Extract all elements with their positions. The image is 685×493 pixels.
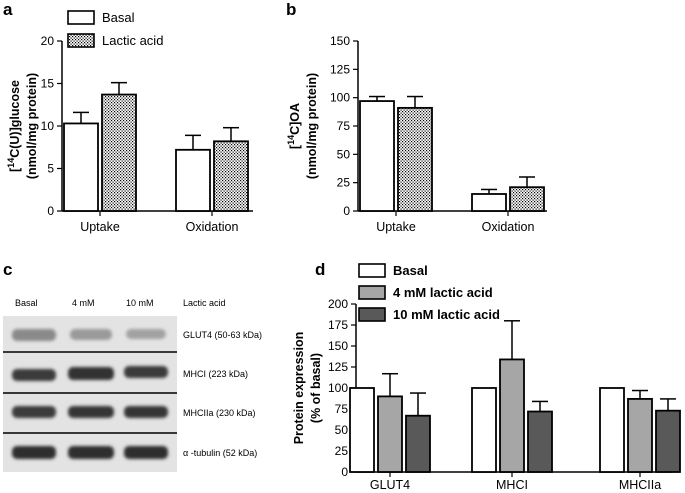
bar-b-1-0 <box>471 193 507 212</box>
x-tick-label: Uptake <box>376 220 416 234</box>
blot-col-basal: Basal <box>15 298 38 308</box>
band-tubulin-10mm <box>124 446 168 459</box>
legend-label: Basal <box>393 263 428 278</box>
chart-d: 0 25 50 75 100 125 150 175 200 GLUT4 MHCI MHCIIa Pro… <box>292 263 681 492</box>
blot-header-lactic-acid: Lactic acid <box>183 298 226 308</box>
y-axis-title-line2: (nmol/mg protein) <box>305 73 319 179</box>
western-blot-panel: Basal 4 mM 10 mM Lactic acid GLUT4 (50-6… <box>3 298 262 472</box>
legend-label: Lactic acid <box>102 33 163 48</box>
y-tick-label: 0 <box>343 204 350 218</box>
band-mhciia-4mm <box>68 406 114 418</box>
bar-d-1-1 <box>499 358 525 473</box>
legend-label: 10 mM lactic acid <box>393 307 500 322</box>
panel-letter-c: c <box>3 260 12 279</box>
x-tick-label: Oxidation <box>482 220 535 234</box>
bar-d-0-1 <box>377 395 403 473</box>
y-tick-label: 75 <box>337 119 351 133</box>
bar-a-1-0 <box>175 148 211 212</box>
chart-a: 0 5 10 15 20 Uptake Oxidation [14C(U)]glucose (n… <box>6 10 253 234</box>
legend-label: Basal <box>102 10 135 25</box>
blot-col-10mm: 10 mM <box>126 298 154 308</box>
blot-row-tubulin: α -tubulin (52 kDa) <box>183 448 257 458</box>
y-tick-label: 125 <box>330 62 350 76</box>
band-tubulin-4mm <box>68 446 114 459</box>
band-glut4-basal <box>12 329 56 341</box>
y-axis-title-line1: Protein expression <box>292 332 306 445</box>
panel-letter-d: d <box>315 260 325 279</box>
bar-d-2-1 <box>627 398 653 473</box>
y-tick-label: 20 <box>41 34 55 48</box>
y-axis-title-line2: (% of basal) <box>309 353 323 423</box>
chart-b: 0 25 50 75 100 125 150 Uptake Oxidation [14C]OA (n… <box>286 34 547 234</box>
y-tick-label: 50 <box>335 423 349 437</box>
bar-b-0-0 <box>359 100 395 212</box>
blot-col-4mm: 4 mM <box>72 298 95 308</box>
x-tick-label: GLUT4 <box>370 478 410 492</box>
band-glut4-10mm <box>126 329 166 339</box>
y-tick-label: 25 <box>335 444 349 458</box>
legend-swatch <box>67 33 95 48</box>
y-tick-label: 50 <box>337 147 351 161</box>
bar-d-0-2 <box>405 414 431 473</box>
y-tick-label: 25 <box>337 176 351 190</box>
bar-b-1-1 <box>509 186 545 212</box>
blot-row-mhciia: MHCIIa (230 kDa) <box>183 408 256 418</box>
y-tick-label: 0 <box>47 204 54 218</box>
band-mhci-basal <box>12 369 56 381</box>
y-tick-label: 0 <box>341 465 348 479</box>
bar-d-1-2 <box>527 410 553 473</box>
y-tick-label: 175 <box>328 318 348 332</box>
blot-row-mhci: MHCI (223 kDa) <box>183 369 248 379</box>
y-tick-label: 200 <box>328 297 348 311</box>
x-tick-label: MHCIIa <box>619 478 661 492</box>
band-tubulin-basal <box>12 446 56 459</box>
bar-d-2-0 <box>599 387 625 473</box>
bar-b-0-1 <box>397 106 433 212</box>
bar-a-0-0 <box>63 122 99 212</box>
y-axis-title-line1: [14C(U)]glucose <box>6 80 22 172</box>
bar-d-2-2 <box>655 409 681 473</box>
legend-swatch <box>358 285 386 300</box>
legend-swatch <box>358 307 386 322</box>
legend-swatch <box>67 10 95 25</box>
panel-letter-b: b <box>286 0 296 19</box>
band-mhci-4mm <box>68 367 114 380</box>
y-tick-label: 75 <box>335 402 349 416</box>
y-tick-label: 15 <box>41 77 55 91</box>
panel-letter-a: a <box>3 0 13 19</box>
bar-d-1-0 <box>471 387 497 473</box>
band-glut4-4mm <box>70 329 112 340</box>
y-tick-label: 125 <box>328 360 348 374</box>
bar-a-0-1 <box>101 93 137 212</box>
band-mhciia-basal <box>12 406 56 418</box>
x-tick-label: Oxidation <box>186 220 239 234</box>
y-tick-label: 150 <box>328 339 348 353</box>
y-tick-label: 10 <box>41 119 55 133</box>
y-axis-title-line1: [14C]OA <box>286 103 302 149</box>
y-tick-label: 150 <box>330 34 350 48</box>
bar-a-1-1 <box>213 140 249 212</box>
bar-d-0-0 <box>349 387 375 473</box>
legend-label: 4 mM lactic acid <box>393 285 493 300</box>
blot-row-glut4: GLUT4 (50-63 kDa) <box>183 330 262 340</box>
band-mhci-10mm <box>124 366 168 378</box>
y-tick-label: 100 <box>330 91 350 105</box>
y-tick-label: 100 <box>328 381 348 395</box>
y-tick-label: 5 <box>47 162 54 176</box>
legend-swatch <box>358 263 386 278</box>
band-mhciia-10mm <box>124 406 168 418</box>
x-tick-label: Uptake <box>80 220 120 234</box>
x-tick-label: MHCI <box>496 478 528 492</box>
y-axis-title-line2: (nmol/mg protein) <box>25 73 39 179</box>
